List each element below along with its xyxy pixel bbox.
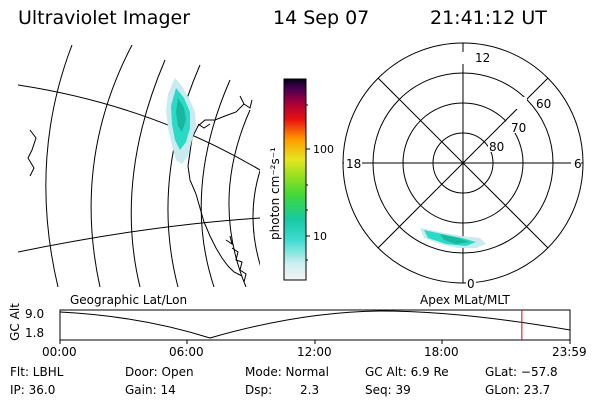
coastline bbox=[225, 235, 233, 246]
altitude-max-label: 9.0 bbox=[25, 307, 45, 321]
aurora-patch bbox=[176, 98, 186, 132]
geographic-label: Geographic Lat/Lon bbox=[70, 293, 188, 307]
mode-info: Mode: Normal bbox=[245, 365, 329, 379]
colorbar bbox=[283, 78, 307, 281]
app-title: Ultraviolet Imager bbox=[18, 7, 191, 29]
mlt-label-0: 0 bbox=[467, 277, 475, 291]
coastline bbox=[187, 95, 245, 277]
dsp-info-label: Dsp: bbox=[245, 383, 273, 397]
coastline bbox=[197, 123, 211, 129]
time-tick-label: 00:00 bbox=[42, 345, 77, 359]
lat-line bbox=[252, 169, 260, 267]
polar-plot: 12 18 6 0 60 70 80 bbox=[342, 42, 584, 291]
polar-aurora bbox=[440, 234, 470, 244]
lat-label-60: 60 bbox=[536, 97, 551, 111]
door-info: Door: Open bbox=[125, 365, 194, 379]
mlt-label-6: 6 bbox=[574, 157, 582, 171]
coastline bbox=[243, 99, 253, 109]
lat-line bbox=[167, 64, 201, 287]
coastline bbox=[231, 247, 247, 283]
lat-label-80: 80 bbox=[489, 140, 504, 154]
lat-line bbox=[200, 79, 231, 287]
lon-line bbox=[18, 84, 260, 171]
colorbar-unit-label: photon cm⁻²s⁻¹ bbox=[268, 147, 282, 240]
time-label: 21:41:12 UT bbox=[430, 7, 547, 29]
altitude-curve bbox=[59, 310, 571, 339]
glon-info: GLon: 23.7 bbox=[485, 383, 551, 397]
mlt-label-12: 12 bbox=[475, 51, 490, 65]
time-tick-label: 23:59 bbox=[552, 345, 587, 359]
gc-alt-axis-label: GC Alt bbox=[7, 303, 22, 341]
lat-line bbox=[228, 109, 251, 287]
lat-line bbox=[130, 59, 166, 287]
time-tick-label: 12:00 bbox=[297, 345, 332, 359]
filter-info: Flt: LBHL bbox=[10, 365, 64, 379]
apex-label: Apex MLat/MLT bbox=[420, 293, 510, 307]
geographic-map bbox=[18, 45, 260, 287]
altitude-min-label: 1.8 bbox=[25, 326, 45, 340]
altitude-strip bbox=[59, 309, 571, 344]
lat-line bbox=[45, 45, 73, 287]
gain-info: Gain: 14 bbox=[125, 383, 176, 397]
ip-info: IP: 36.0 bbox=[10, 383, 56, 397]
lat-label-70: 70 bbox=[511, 121, 526, 135]
gc-alt-info: GC Alt: 6.9 Re bbox=[365, 365, 449, 379]
mlt-label-18: 18 bbox=[346, 157, 361, 171]
colorbar-tick-10: 10 bbox=[313, 230, 327, 243]
glat-info: GLat: −57.8 bbox=[485, 365, 558, 379]
seq-info: Seq: 39 bbox=[365, 383, 411, 397]
date-label: 14 Sep 07 bbox=[273, 7, 370, 29]
time-tick-label: 06:00 bbox=[169, 345, 204, 359]
dsp-info-value: 2.3 bbox=[300, 383, 320, 397]
time-tick-label: 18:00 bbox=[424, 345, 459, 359]
colorbar-tick-100: 100 bbox=[313, 143, 334, 156]
lat-line bbox=[90, 45, 133, 287]
altitude-frame bbox=[59, 309, 571, 341]
lon-line bbox=[18, 217, 260, 253]
coastline bbox=[27, 129, 37, 177]
